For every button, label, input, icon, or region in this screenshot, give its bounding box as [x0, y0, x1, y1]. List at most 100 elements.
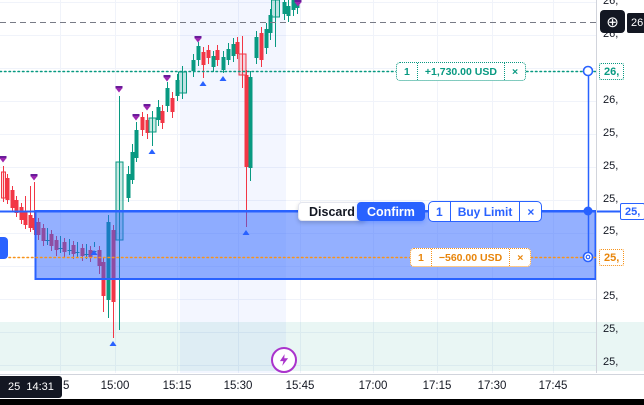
tp-qty: 1	[404, 65, 410, 78]
candle-body	[28, 215, 33, 228]
time-tick-label: 15:15	[162, 380, 192, 392]
candle-body	[231, 44, 236, 56]
sell-flag-icon	[132, 114, 140, 117]
candle-body	[286, 6, 291, 16]
candle-body	[23, 212, 28, 225]
candle-body	[126, 174, 131, 198]
time-axis[interactable]: 25 14:31 5 15:00 15:15 15:30 15:45 17:00 17:1…	[0, 374, 644, 399]
tp-price-axis-label[interactable]: 26,	[599, 63, 625, 80]
candle-body	[178, 71, 187, 94]
tp-close-icon[interactable]: ×	[503, 63, 525, 80]
candle-body	[244, 75, 249, 167]
time-tick-label: 17:45	[538, 380, 568, 392]
candle-body	[221, 57, 226, 70]
instant-order-lightning-button[interactable]	[271, 347, 297, 373]
chart-pane[interactable]	[0, 0, 644, 373]
buy-arrow-icon	[219, 76, 227, 81]
price-tick-label: 25,	[603, 160, 619, 172]
entry-close-icon[interactable]: ×	[519, 202, 541, 221]
buy-arrow-icon	[109, 341, 117, 346]
partial-time-tick: 5	[63, 380, 70, 392]
sell-flag-icon	[143, 104, 151, 107]
buy-arrow-icon	[148, 149, 156, 154]
price-tick-label: 25,	[603, 127, 619, 139]
candle-body	[211, 56, 216, 67]
bottom-bar	[0, 399, 644, 405]
entry-type: Buy Limit	[449, 202, 520, 221]
sl-drag-handle-ring	[585, 254, 591, 260]
candle-body	[201, 52, 206, 65]
sell-flag-icon	[163, 75, 171, 78]
candle-body	[145, 120, 150, 133]
candle-body	[170, 98, 175, 112]
price-tick-label: 26,	[603, 94, 619, 106]
time-tick-label: 17:15	[422, 380, 452, 392]
sell-flag-icon	[30, 174, 38, 177]
sell-flag-icon	[115, 86, 123, 89]
entry-drag-handle[interactable]	[583, 206, 593, 216]
buy-arrow-icon	[199, 81, 207, 86]
add-order-plus-button[interactable]: ⊕	[600, 10, 625, 33]
time-tick-label: 15:30	[223, 380, 253, 392]
candle-body	[268, 15, 273, 33]
sell-flag-icon	[294, 2, 302, 7]
current-time-badge: 25 14:31	[0, 376, 62, 398]
price-tick-label: 25,	[603, 323, 619, 335]
candle-body	[175, 80, 180, 96]
sell-flag-icon	[115, 88, 123, 93]
plus-icon: ⊕	[606, 13, 619, 31]
candle-body	[248, 77, 253, 168]
sell-flag-icon	[0, 158, 7, 163]
candle-body	[254, 37, 259, 58]
entry-price-axis-label[interactable]: 25,	[620, 203, 644, 220]
candle-body	[259, 33, 264, 60]
candle-body	[264, 29, 269, 48]
candle-body	[1, 171, 6, 199]
discard-button[interactable]: Discard	[298, 202, 366, 221]
tp-drag-handle[interactable]	[582, 65, 594, 77]
sell-flag-icon	[0, 156, 7, 159]
sl-close-icon[interactable]: ×	[509, 249, 530, 266]
price-tick-label: 26,	[603, 0, 619, 7]
candle-body	[5, 178, 10, 200]
stop-loss-label[interactable]: 1 −560.00 USD ×	[410, 248, 532, 267]
price-tick-label: 25,	[603, 225, 619, 237]
take-profit-label[interactable]: 1 +1,730.00 USD ×	[396, 62, 527, 81]
candle-body	[160, 111, 165, 123]
candle-body	[10, 190, 15, 208]
sell-flag-icon	[163, 77, 171, 82]
clipped-order-label[interactable]	[0, 237, 8, 259]
candle-body	[191, 60, 196, 71]
price-axis[interactable]: ⊕ 26, 26, 25, 25, 26,26,26,25,25,25,25,2…	[596, 0, 644, 374]
sl-amount: −560.00 USD	[430, 249, 509, 266]
bottom-session-band	[0, 322, 644, 371]
order-risk-zone[interactable]	[34, 210, 597, 280]
entry-qty: 1	[436, 204, 443, 219]
candle-body	[282, 2, 287, 14]
candle-body	[19, 207, 24, 220]
time-tick-label: 17:30	[477, 380, 507, 392]
session-highlight-stripe	[180, 0, 286, 373]
sell-flag-icon	[194, 36, 202, 39]
candle-body	[148, 117, 157, 133]
candle-body	[291, 0, 296, 10]
price-tick-label: 26,	[603, 28, 619, 40]
sl-qty: 1	[418, 251, 424, 264]
candle-body	[271, 0, 280, 18]
lightning-icon	[279, 354, 289, 366]
candle-body	[215, 50, 220, 60]
candle-body	[134, 130, 139, 158]
tp-amount: +1,730.00 USD	[416, 63, 504, 80]
sell-flag-icon	[294, 0, 302, 3]
candle-body	[130, 152, 135, 180]
buy-limit-order-label[interactable]: 1 Buy Limit ×	[428, 201, 543, 222]
confirm-button[interactable]: Confirm	[357, 202, 425, 221]
candle-body	[14, 200, 19, 213]
sell-flag-icon	[143, 106, 151, 111]
candle-body	[196, 46, 201, 60]
candle-body	[156, 107, 161, 120]
sl-price-axis-label[interactable]: 25,	[599, 249, 625, 266]
candle-body	[226, 49, 231, 60]
price-tick-label: 25,	[603, 290, 619, 302]
